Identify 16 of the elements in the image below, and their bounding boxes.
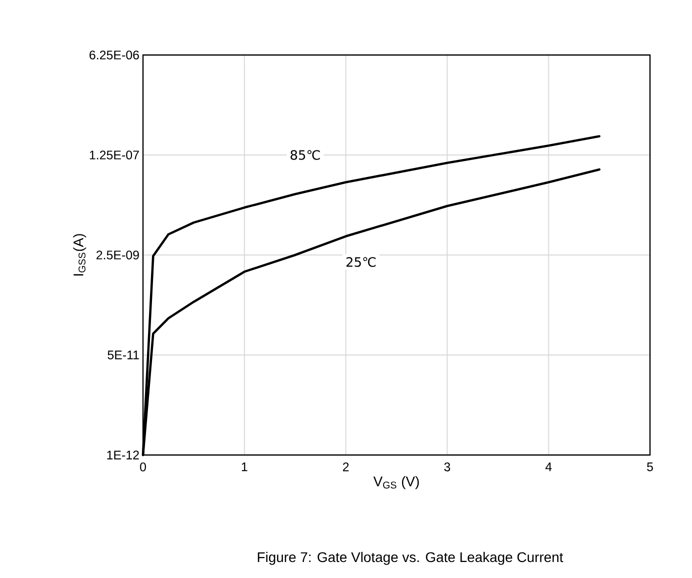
- x-tick-label: 5: [647, 462, 653, 472]
- x-tick-label: 2: [342, 462, 349, 472]
- x-tick-label: 0: [140, 462, 146, 472]
- caption: Figure 7: Gate Vlotage vs. Gate Leakage Current: [258, 552, 564, 565]
- y-tick-label: 5E-11: [108, 350, 139, 360]
- y-tick-label: 1.25E-07: [90, 150, 139, 160]
- y-tick-label: 2.5E-09: [96, 250, 139, 260]
- x-tick-label: 1: [242, 462, 248, 472]
- y-tick-label: 1E-12: [107, 450, 139, 460]
- x-tick-label: 3: [444, 462, 450, 472]
- x-axis-title: V$_{GS}$ (V): [373, 476, 419, 490]
- y-axis-title: I$_{GSS}$(A): [73, 234, 86, 276]
- x-tick-label: 4: [545, 462, 552, 472]
- annotation: 85℃: [290, 150, 320, 160]
- annotation: 25℃: [346, 257, 376, 267]
- y-tick-label: 6.25E-06: [90, 50, 139, 60]
